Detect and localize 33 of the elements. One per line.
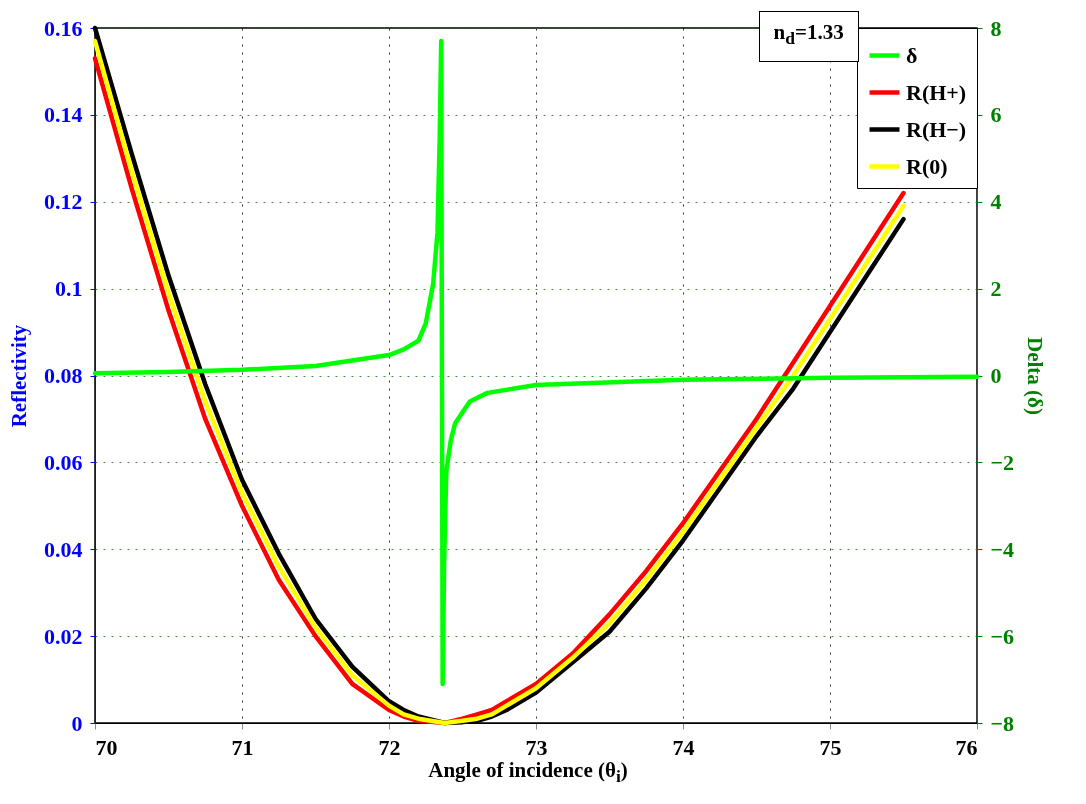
x-tick-label: 73 (525, 734, 548, 760)
y-tick-label: 0.06 (44, 449, 83, 475)
x-tick-label: 71 (231, 734, 254, 760)
y2-axis-title: Delta (δ) (1023, 337, 1048, 415)
y2-tick-label: 0 (990, 363, 1002, 388)
x-tick-label: 72 (378, 734, 401, 760)
legend-label: R(H−) (906, 116, 967, 142)
annotation: n$_{d}$=1.33 (758, 11, 859, 63)
y2-tick-label: −6 (990, 623, 1015, 649)
y2-tick-label: 4 (990, 189, 1002, 215)
y-tick-label: 0.12 (44, 189, 83, 215)
y2-tick-label: 6 (990, 102, 1002, 128)
y-tick-label: 0 (71, 710, 83, 736)
y-tick-label: 0.1 (55, 276, 83, 302)
x-tick-label: 70 (95, 734, 118, 760)
y-tick-label: 0.14 (44, 102, 83, 128)
y-tick-label: 0.04 (44, 536, 83, 562)
x-tick-label: 75 (819, 734, 842, 760)
legend-label: R(0) (906, 153, 948, 179)
y2-tick-label: 2 (990, 276, 1002, 302)
y2-tick-label: −4 (990, 536, 1015, 562)
y-tick-label: 0.16 (44, 15, 83, 41)
legend-label: R(H+) (906, 79, 967, 105)
y2-tick-label: 8 (990, 15, 1002, 41)
x-axis-title: Angle of incidence (θ$_{i}$) (428, 758, 628, 788)
x-tick-label: 74 (672, 734, 695, 760)
y2-tick-label: −2 (990, 449, 1015, 475)
legend-label: δ (906, 42, 918, 68)
y-axis-title: Reflectivity (7, 324, 31, 428)
y-tick-label: 0.08 (44, 363, 83, 388)
y2-tick-label: −8 (990, 710, 1015, 736)
x-tick-label: 76 (955, 734, 978, 760)
y-tick-label: 0.02 (44, 623, 83, 649)
